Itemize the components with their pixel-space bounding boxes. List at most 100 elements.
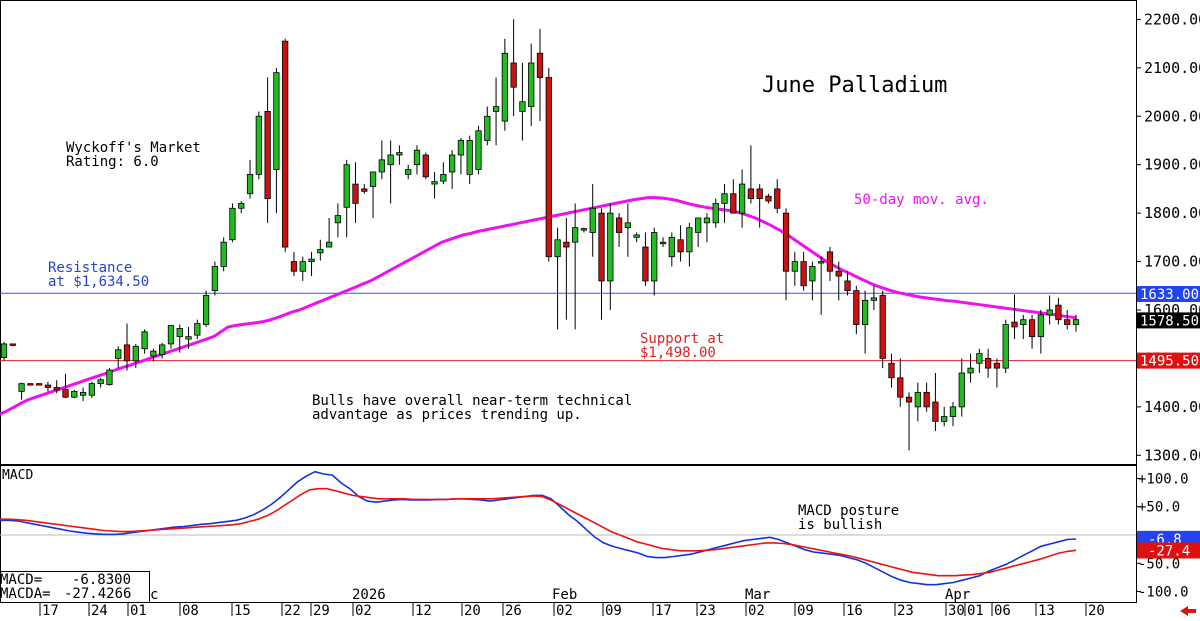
candle bbox=[325, 217, 333, 248]
candle bbox=[747, 145, 755, 204]
candle-body bbox=[897, 377, 904, 398]
macd-panel-frame bbox=[0, 465, 1137, 603]
candle-body bbox=[905, 396, 913, 403]
candle bbox=[870, 285, 878, 310]
day-tick-label: 30 bbox=[948, 603, 965, 619]
candle bbox=[1020, 314, 1027, 340]
candle-body bbox=[1072, 319, 1080, 325]
candle-body bbox=[9, 343, 16, 346]
price-tick-label: 1700.00 bbox=[1144, 253, 1200, 271]
candle bbox=[624, 203, 631, 257]
candle bbox=[800, 251, 807, 291]
day-tick-label: 09 bbox=[797, 603, 814, 619]
month-label: Mar bbox=[745, 587, 770, 603]
day-tick-label: 17 bbox=[42, 603, 59, 619]
candle-body bbox=[361, 188, 368, 192]
candle-body bbox=[958, 372, 965, 408]
candle-body bbox=[633, 234, 640, 238]
candle-body bbox=[413, 149, 421, 166]
price-label-red: 1495.50 bbox=[1137, 352, 1200, 370]
candle-body bbox=[1055, 304, 1062, 321]
macd-tick-label: -50.0 bbox=[1138, 556, 1180, 572]
candle-body bbox=[985, 358, 992, 369]
candle-body bbox=[185, 336, 192, 340]
candle-body bbox=[475, 130, 482, 170]
candle-body bbox=[282, 40, 289, 248]
candle bbox=[897, 358, 904, 407]
macd-posture-1: MACD posture bbox=[798, 503, 899, 519]
candle-body bbox=[545, 77, 552, 258]
candle-body bbox=[870, 297, 878, 301]
candle-body bbox=[536, 52, 544, 78]
candle bbox=[132, 343, 139, 369]
candle bbox=[545, 67, 552, 262]
candle bbox=[589, 184, 596, 257]
candle-body bbox=[949, 406, 957, 417]
candle bbox=[563, 217, 570, 320]
candle bbox=[888, 353, 895, 388]
candle bbox=[554, 227, 561, 330]
candle bbox=[844, 271, 851, 296]
candle bbox=[536, 29, 544, 122]
candle-body bbox=[659, 241, 667, 245]
candle bbox=[642, 232, 649, 286]
support-label-1: Support at bbox=[640, 331, 724, 347]
candle-body bbox=[782, 212, 790, 272]
macd-title: MACD bbox=[2, 468, 33, 483]
candle bbox=[932, 372, 939, 432]
candle bbox=[721, 184, 728, 223]
candle-body bbox=[756, 188, 763, 199]
candle-body bbox=[721, 193, 728, 204]
candle-body bbox=[334, 215, 342, 224]
candle bbox=[422, 152, 429, 180]
candle-body bbox=[528, 62, 535, 107]
candle bbox=[791, 251, 798, 286]
candle-body bbox=[422, 154, 429, 178]
candle-body bbox=[580, 228, 588, 231]
candle-body bbox=[1028, 319, 1036, 338]
candle bbox=[220, 237, 227, 272]
candle bbox=[677, 225, 684, 262]
day-tick-label: 23 bbox=[699, 603, 716, 619]
candle bbox=[765, 193, 772, 204]
candle-body bbox=[150, 350, 157, 357]
candle bbox=[818, 256, 825, 315]
candle-body bbox=[457, 140, 465, 156]
support-label-2: $1,498.00 bbox=[640, 345, 716, 361]
candle bbox=[352, 162, 359, 223]
candle-body bbox=[343, 164, 350, 208]
candle bbox=[273, 67, 280, 214]
candle-body bbox=[264, 111, 271, 199]
bulls-comment-2: advantage as prices trending up. bbox=[312, 407, 582, 423]
candle-body bbox=[405, 169, 412, 175]
partial-month-label: c bbox=[150, 587, 158, 603]
candle-body bbox=[861, 299, 869, 325]
macd-value-bg bbox=[1137, 542, 1200, 559]
candle bbox=[361, 184, 368, 194]
candle-body bbox=[1002, 324, 1009, 369]
candle bbox=[703, 213, 711, 243]
candle-body bbox=[668, 236, 675, 258]
candle bbox=[510, 19, 517, 117]
candle bbox=[484, 106, 491, 146]
candle-body bbox=[1064, 319, 1071, 325]
candle-body bbox=[229, 207, 236, 241]
candle bbox=[774, 179, 781, 214]
candle bbox=[71, 389, 78, 399]
candle-body bbox=[800, 261, 807, 287]
candle-body bbox=[835, 270, 842, 277]
candle bbox=[1037, 310, 1044, 354]
price-tick-label: 2200.00 bbox=[1144, 10, 1200, 28]
candle-body bbox=[220, 241, 227, 267]
candle bbox=[150, 348, 157, 362]
price-label-bg bbox=[1137, 312, 1200, 329]
candle-body bbox=[167, 325, 175, 345]
scroll-right-arrow-icon[interactable] bbox=[1180, 606, 1196, 616]
candle-body bbox=[923, 391, 930, 408]
candle bbox=[255, 111, 262, 180]
day-tick-label: 23 bbox=[897, 603, 914, 619]
candle bbox=[185, 326, 192, 349]
day-tick-label: 08 bbox=[182, 603, 199, 619]
candle bbox=[308, 251, 315, 277]
